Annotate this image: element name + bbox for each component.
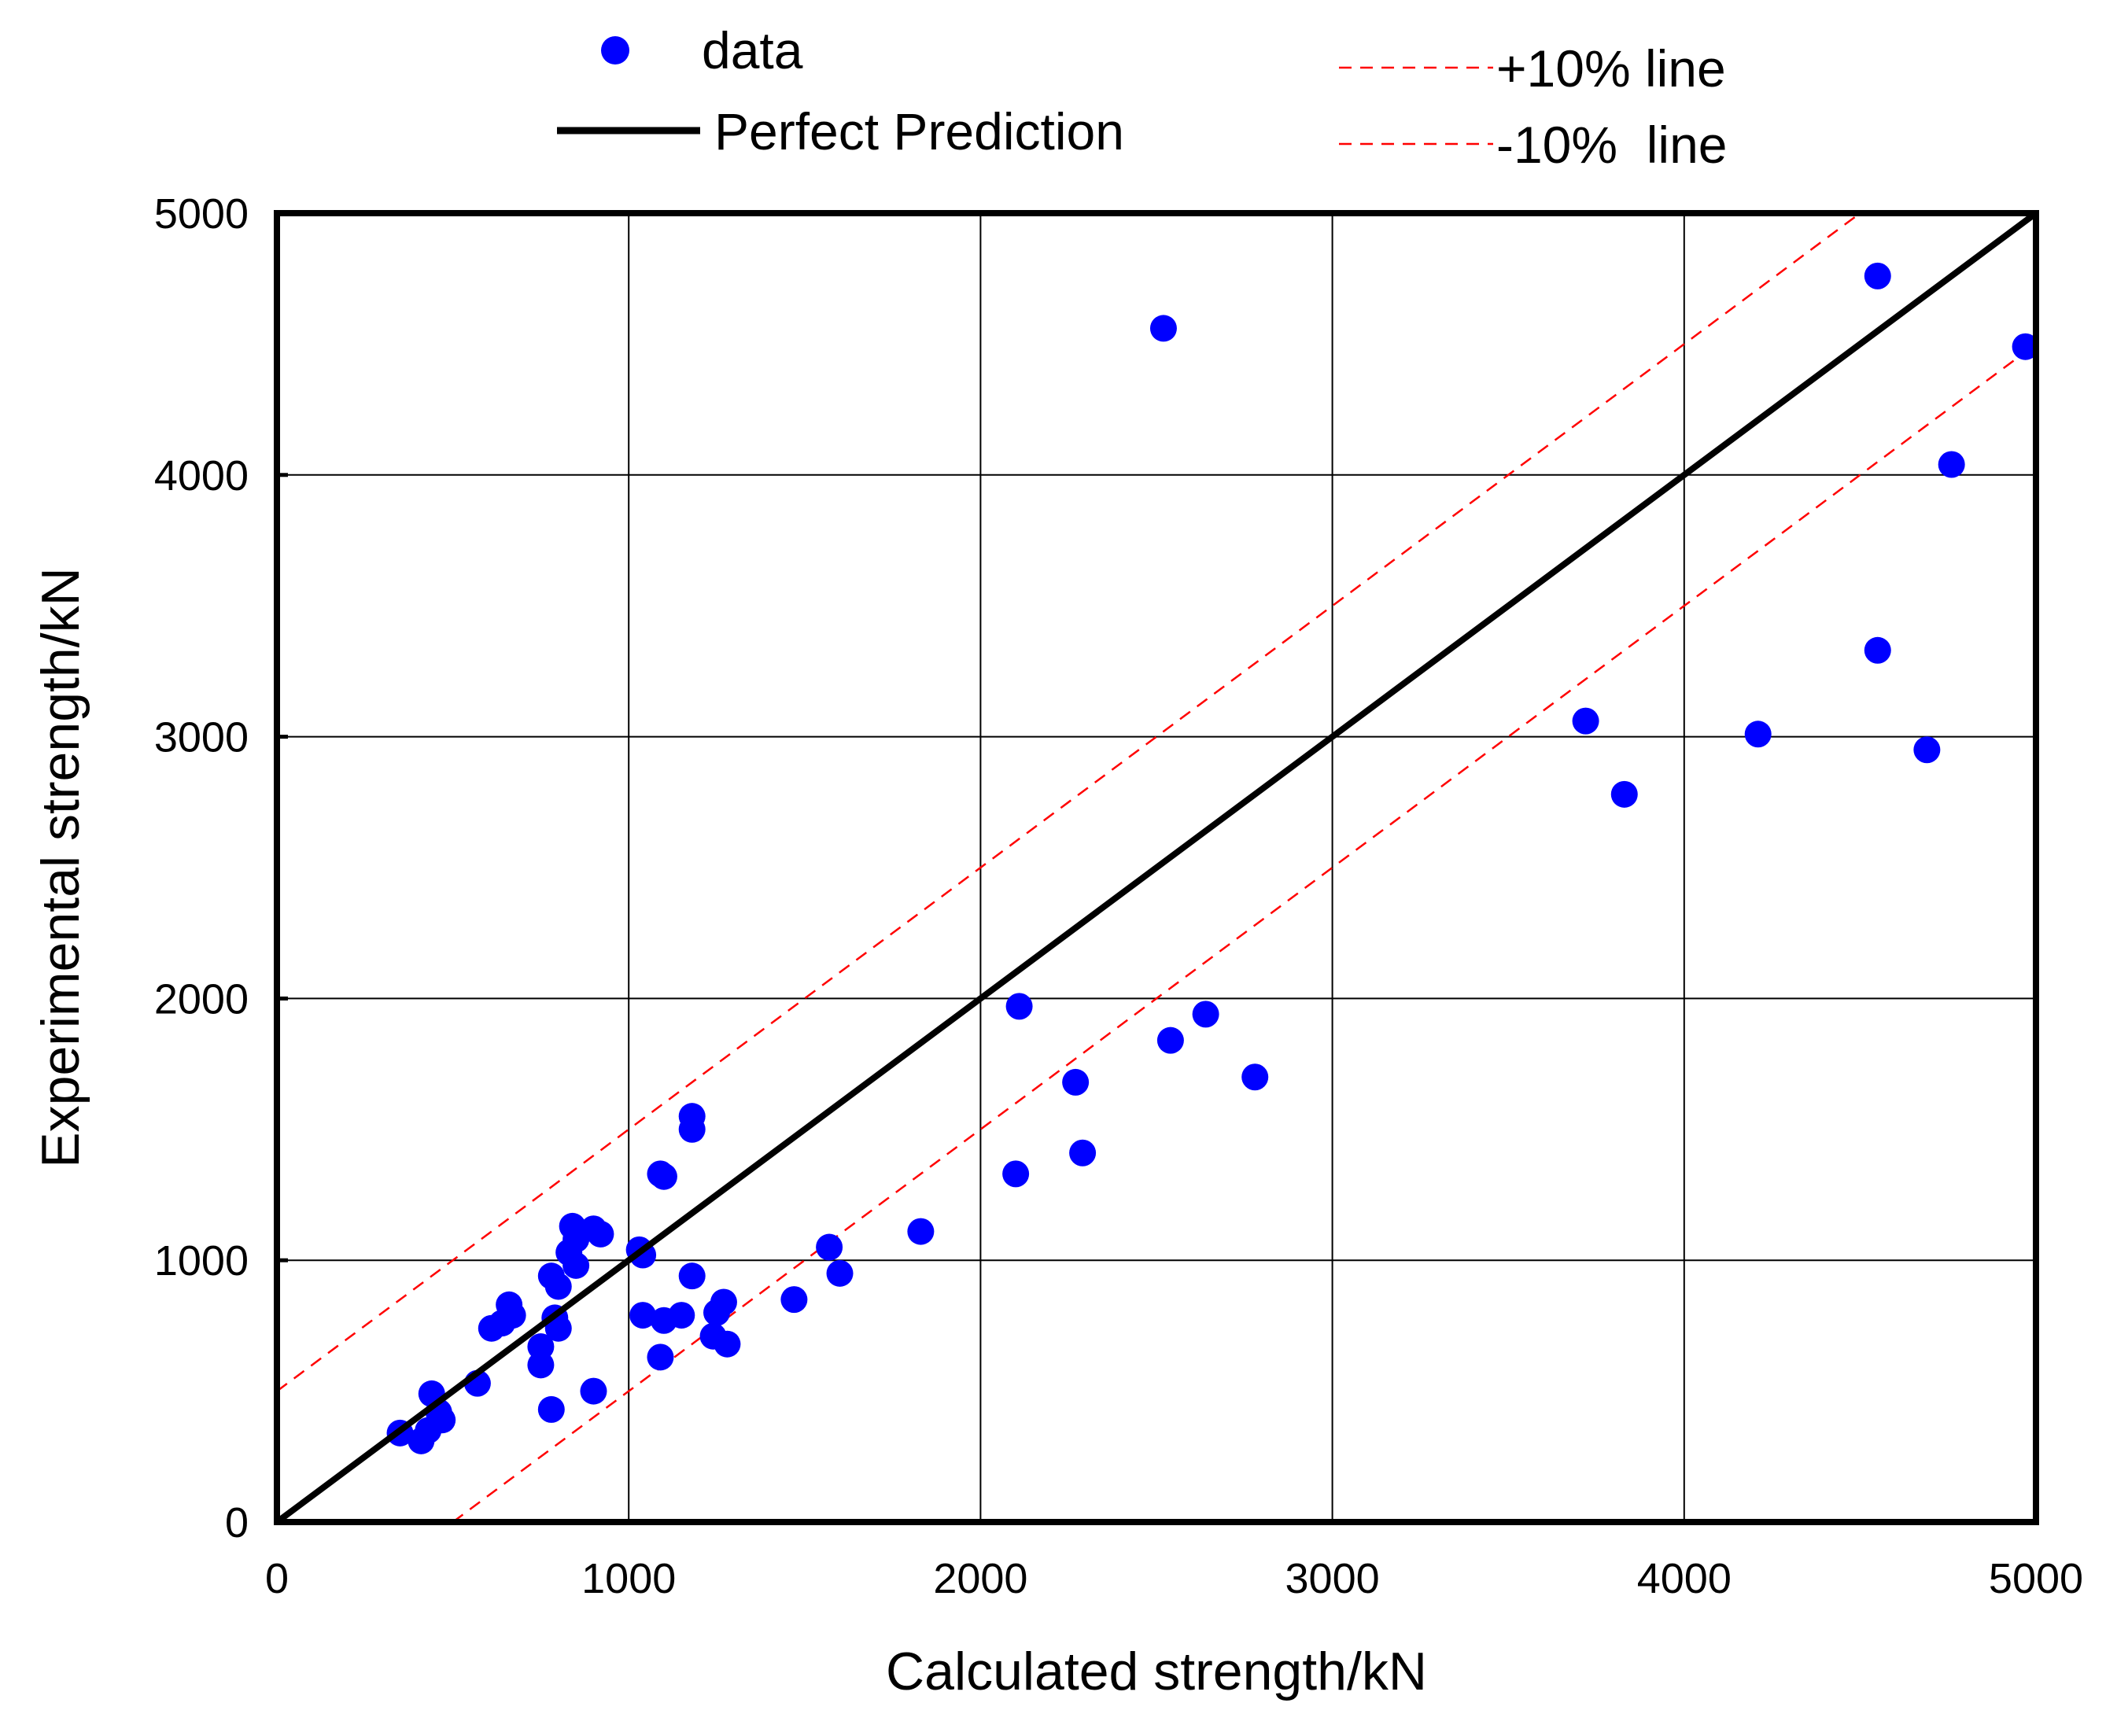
x-axis-title: Calculated strength/kN xyxy=(886,1642,1427,1701)
data-point xyxy=(1192,1001,1219,1028)
legend-data-marker xyxy=(601,36,629,65)
x-tick-label: 5000 xyxy=(1989,1555,2083,1602)
data-point xyxy=(1062,1068,1090,1096)
data-point xyxy=(1610,780,1638,808)
data-point xyxy=(907,1218,935,1245)
data-point xyxy=(1005,993,1033,1020)
plot-border xyxy=(274,210,2039,1525)
data-point xyxy=(678,1262,706,1290)
data-point xyxy=(429,1406,456,1434)
plot-frame xyxy=(274,210,2039,1525)
data-point xyxy=(489,1310,516,1337)
y-tick-label: 3000 xyxy=(154,714,249,761)
data-point xyxy=(647,1343,674,1371)
data-point xyxy=(1864,262,1891,289)
legend: data Perfect Prediction +10% line -10% l… xyxy=(557,21,1728,174)
data-point xyxy=(780,1286,808,1314)
data-point xyxy=(1913,736,1941,764)
data-point xyxy=(562,1251,590,1279)
data-point xyxy=(1002,1160,1030,1188)
data-point xyxy=(580,1377,607,1405)
plus10-line xyxy=(276,212,1861,1392)
data-point xyxy=(544,1273,572,1300)
x-tick-label: 2000 xyxy=(933,1555,1027,1602)
data-point xyxy=(1744,721,1772,748)
data-point xyxy=(668,1302,695,1329)
data-point xyxy=(527,1333,555,1361)
data-point xyxy=(527,1351,555,1379)
data-point xyxy=(408,1427,435,1454)
y-tick-label: 4000 xyxy=(154,452,249,499)
y-tick-label: 2000 xyxy=(154,975,249,1023)
y-tick-label: 5000 xyxy=(154,190,249,238)
legend-minus10-label: -10% line xyxy=(1496,116,1728,174)
data-points xyxy=(386,262,2039,1454)
y-tick-label: 1000 xyxy=(154,1237,249,1284)
x-tick-label: 3000 xyxy=(1285,1555,1380,1602)
legend-data-label: data xyxy=(702,21,803,79)
data-point xyxy=(816,1233,843,1261)
data-point xyxy=(2012,333,2039,360)
perfect-prediction-line xyxy=(274,210,2039,1525)
data-point xyxy=(1864,636,1891,664)
data-point xyxy=(1156,1026,1184,1054)
data-point xyxy=(587,1220,614,1248)
x-tick-label: 0 xyxy=(265,1555,289,1602)
legend-perfect-prediction-label: Perfect Prediction xyxy=(714,102,1124,160)
data-point xyxy=(714,1330,741,1358)
tick-labels: 0 1000 2000 3000 4000 5000 0 1000 2000 3000 4000 50… xyxy=(154,190,2083,1602)
data-point xyxy=(629,1302,657,1329)
x-tick-label: 1000 xyxy=(581,1555,676,1602)
perfect-prediction-line-group xyxy=(274,210,2039,1525)
y-tick-label: 0 xyxy=(225,1499,249,1546)
data-point xyxy=(1069,1139,1097,1167)
data-point xyxy=(1241,1063,1269,1091)
data-point xyxy=(678,1115,706,1143)
data-point xyxy=(1938,451,1965,478)
data-point xyxy=(1572,707,1599,735)
data-point xyxy=(650,1163,677,1190)
data-point xyxy=(826,1259,854,1287)
data-point xyxy=(1149,315,1177,342)
x-tick-label: 4000 xyxy=(1637,1555,1732,1602)
legend-plus10-label: +10% line xyxy=(1496,39,1726,98)
data-point xyxy=(537,1395,565,1423)
data-point xyxy=(544,1314,572,1342)
data-point xyxy=(710,1288,737,1316)
y-axis-title: Experimental strength/kN xyxy=(31,567,90,1167)
